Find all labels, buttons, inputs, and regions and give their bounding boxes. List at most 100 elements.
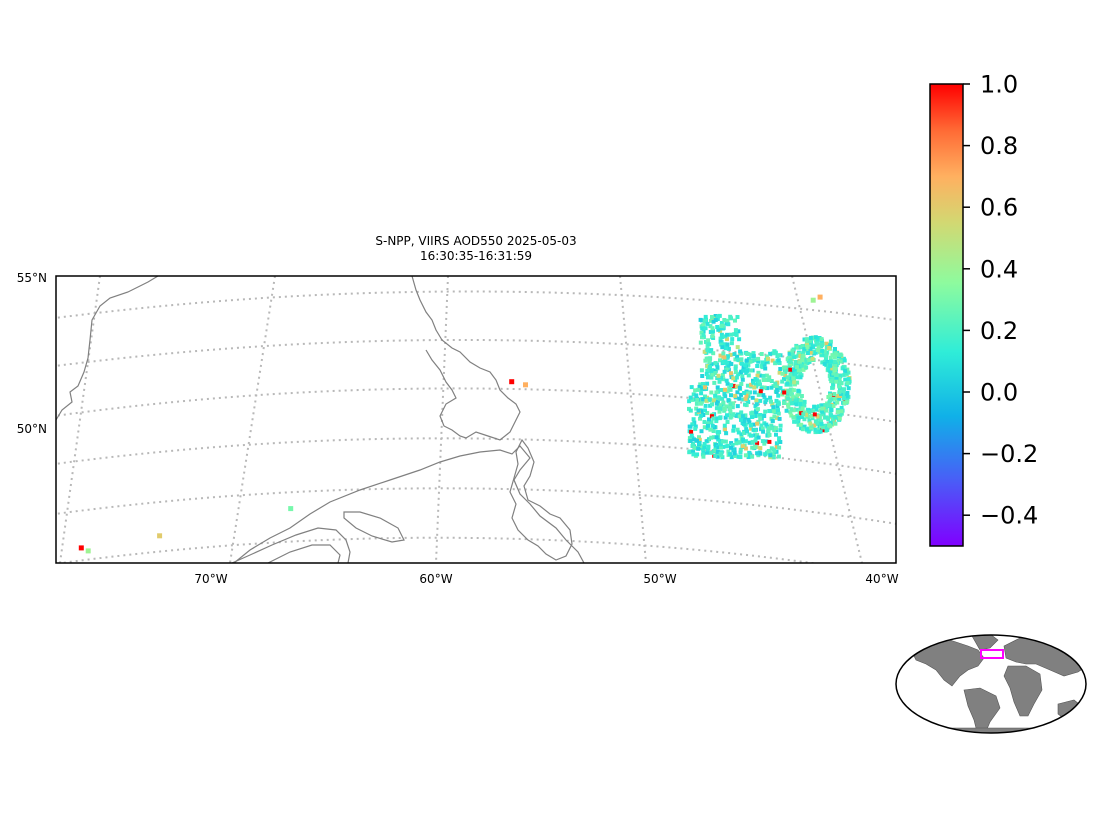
- aod-cluster-point: [729, 341, 734, 346]
- aod-cluster-point: [738, 450, 743, 455]
- aod-cluster-point: [719, 332, 724, 337]
- aod-cluster-point: [745, 429, 749, 434]
- aod-cluster-point: [701, 323, 706, 328]
- aod-cluster-point: [798, 354, 803, 359]
- aod-cluster-point: [711, 351, 716, 356]
- aod-cluster-point: [705, 348, 710, 352]
- aod-cluster-point: [705, 395, 710, 400]
- lon-label-40w: 40°W: [865, 572, 898, 586]
- aod-cluster-point: [710, 334, 715, 339]
- aod-cluster-point: [715, 385, 720, 390]
- aod-cluster-point: [831, 377, 836, 381]
- aod-cluster-point: [755, 364, 760, 368]
- aod-cluster-point: [771, 455, 776, 460]
- aod-cluster-point: [708, 324, 713, 329]
- aod-cluster-point: [788, 382, 793, 387]
- aod-cluster-point: [804, 427, 809, 432]
- aod-cluster-point: [792, 419, 797, 424]
- aod-cluster-point: [775, 388, 780, 392]
- aod-cluster-point: [830, 366, 835, 371]
- aod-cluster-point: [729, 383, 734, 388]
- aod-cluster-point: [832, 392, 837, 396]
- aod-cluster-point: [728, 352, 733, 357]
- aod-cluster-point: [845, 391, 850, 395]
- aod-cluster-point: [758, 451, 763, 456]
- aod-cluster-point: [705, 426, 710, 431]
- aod-cluster-point: [728, 387, 733, 392]
- aod-cluster-point: [802, 403, 807, 408]
- aod-cluster-point: [693, 426, 698, 431]
- aod-cluster-point: [721, 400, 726, 405]
- aod-cluster-point: [724, 404, 729, 409]
- aod-cluster-point: [789, 401, 794, 406]
- aod-cluster-point: [708, 356, 713, 361]
- aod-cluster-point: [759, 352, 764, 356]
- aod-cluster-point: [834, 373, 839, 378]
- aod-cluster-point: [788, 359, 793, 364]
- aod-cluster-point: [815, 338, 820, 343]
- aod-cluster-point: [702, 445, 707, 450]
- aod-cluster-point: [783, 369, 788, 374]
- aod-cluster-point: [753, 414, 758, 418]
- aod-cluster-point: [749, 426, 754, 431]
- aod-cluster-point: [734, 438, 739, 443]
- aod-cluster-point: [755, 421, 760, 426]
- aod-cluster-point: [715, 314, 720, 319]
- aod-cluster-point: [788, 367, 793, 372]
- aod-cluster-point: [749, 382, 754, 387]
- aod-cluster-point: [752, 422, 756, 427]
- aod-cluster-point: [841, 396, 846, 400]
- aod-cluster-point: [705, 381, 710, 386]
- aod-cluster-point: [771, 405, 776, 410]
- coastlines: [56, 276, 585, 563]
- aod-cluster-point: [812, 423, 817, 428]
- aod-cluster-point: [726, 346, 731, 351]
- aod-cluster-point: [764, 439, 769, 444]
- aod-cluster-point: [701, 329, 706, 333]
- aod-cluster-point: [740, 377, 745, 382]
- aod-cluster-point: [810, 416, 815, 421]
- aod-cluster-point: [828, 424, 833, 429]
- aod-cluster-point: [696, 387, 701, 392]
- aod-cluster-point: [768, 395, 773, 400]
- aod-cluster-point: [838, 373, 843, 378]
- aod-cluster-point: [721, 359, 726, 364]
- aod-cluster-point: [737, 337, 742, 342]
- aod-cluster-point: [755, 433, 760, 438]
- aod-cluster-point: [707, 397, 712, 402]
- aod-cluster-point: [706, 444, 711, 449]
- aod-cluster-point: [696, 446, 701, 451]
- aod-cluster-point: [717, 379, 722, 384]
- aod-cluster-point: [724, 378, 729, 383]
- aod-cluster-point: [793, 372, 798, 377]
- aod-cluster-point: [831, 382, 836, 387]
- aod-cluster-point: [777, 445, 782, 450]
- aod-cluster-point: [822, 361, 827, 366]
- aod-cluster-point: [759, 387, 764, 392]
- aod-cluster-point: [712, 380, 717, 385]
- aod-cluster-point: [793, 395, 798, 400]
- colorbar-gradient: [929, 83, 964, 547]
- aod-cluster-point: [746, 417, 751, 422]
- aod-cluster-point: [741, 431, 746, 435]
- aod-cluster-point: [719, 326, 724, 331]
- graticule-meridians: [59, 276, 863, 563]
- aod-cluster-point: [700, 326, 705, 331]
- aod-cluster-point: [692, 437, 696, 442]
- aod-cluster-point: [694, 411, 699, 416]
- aod-cluster-point: [716, 437, 721, 442]
- aod-cluster-point: [701, 382, 705, 386]
- aod-cluster-point: [786, 379, 791, 384]
- aod-cluster-point: [764, 422, 769, 427]
- aod-cluster-point: [765, 386, 770, 391]
- aod-cluster-point: [698, 382, 703, 387]
- aod-cluster-point: [819, 337, 824, 342]
- aod-cluster-point: [703, 385, 707, 390]
- aod-cluster-point: [740, 374, 745, 379]
- aod-cluster-point: [709, 420, 714, 425]
- aod-cluster-point: [735, 427, 740, 432]
- aod-cluster-point: [735, 354, 740, 359]
- aod-cluster-point: [824, 345, 829, 350]
- aod-cluster-point: [709, 414, 714, 419]
- aod-cluster-point: [718, 451, 723, 456]
